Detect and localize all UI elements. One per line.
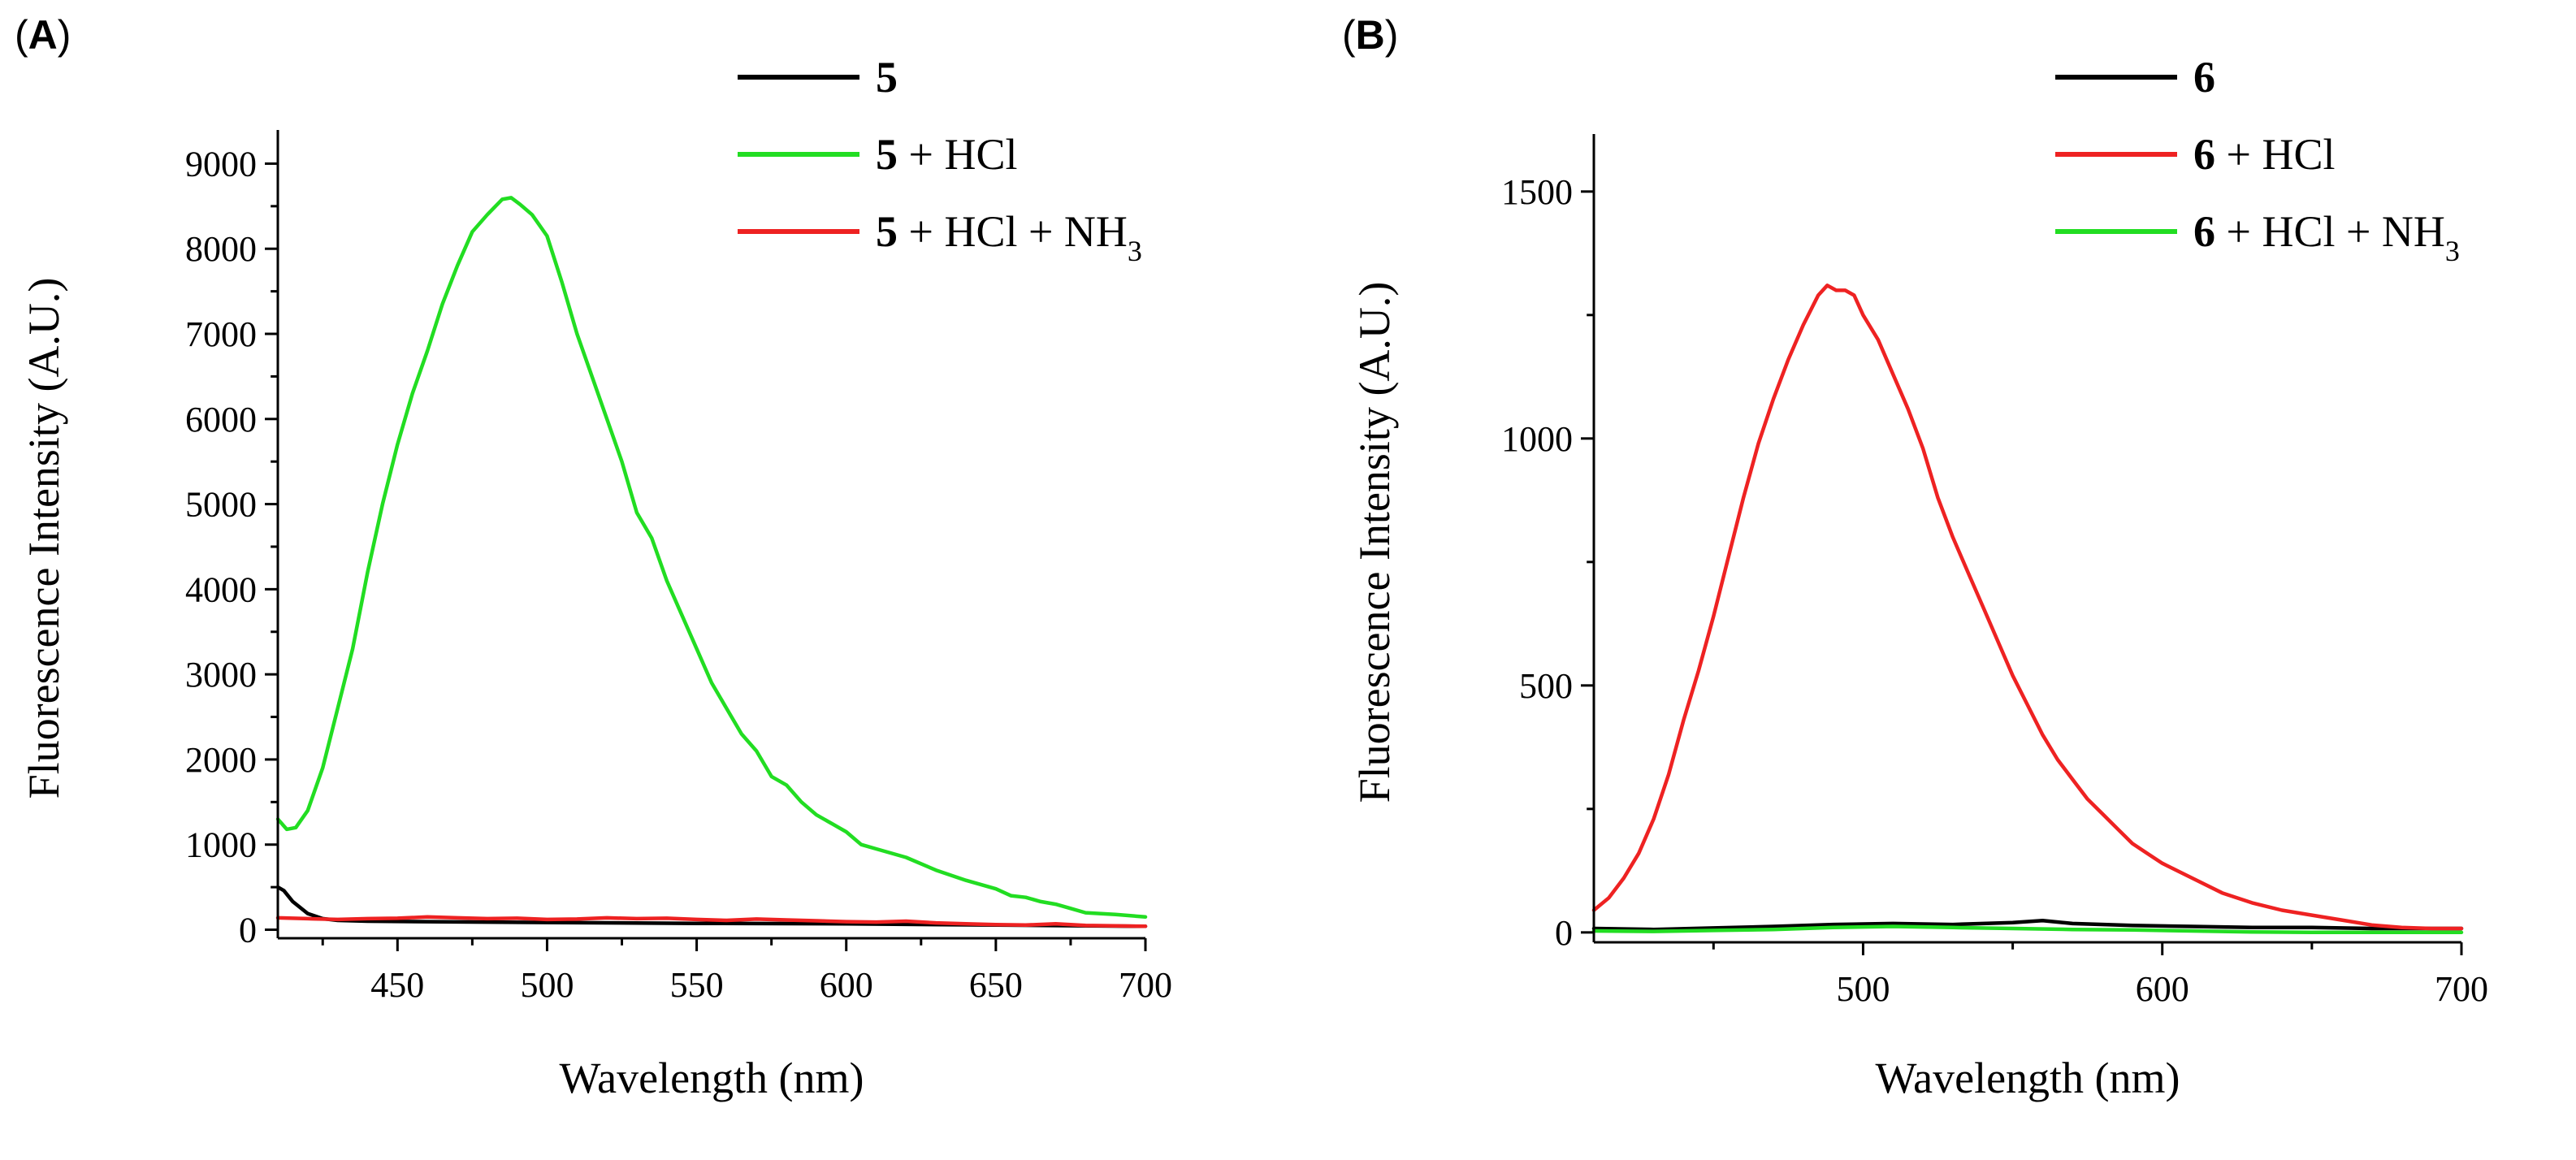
x-axis-title-b: Wavelength (nm) <box>1875 1054 2180 1102</box>
legend-entry-b-2: 6 + HCl + NH3 <box>2193 207 2460 267</box>
y-tick-label-a: 5000 <box>185 485 257 525</box>
x-tick-label-b: 700 <box>2435 969 2488 1009</box>
y-tick-label-b: 0 <box>1555 913 1573 953</box>
panel-label-b: (B) <box>1342 12 1398 58</box>
x-tick-label-a: 450 <box>370 965 424 1005</box>
series-line-b-1 <box>1591 284 2464 931</box>
y-tick-label-b: 1500 <box>1501 172 1573 212</box>
panel-label-a: (A) <box>15 12 71 58</box>
y-tick-label-a: 4000 <box>185 569 257 609</box>
y-tick-label-a: 0 <box>239 911 257 950</box>
y-tick-label-a: 2000 <box>185 740 257 780</box>
series-line-b-0 <box>1591 918 2464 932</box>
y-tick-label-a: 3000 <box>185 655 257 695</box>
x-tick-label-a: 650 <box>969 965 1023 1005</box>
legend-a: 5 5 + HCl 5 + HCl + NH3 <box>738 53 1142 267</box>
series-line-a-0 <box>275 885 1148 928</box>
legend-b: 6 6 + HCl 6 + HCl + NH3 <box>2055 53 2460 267</box>
chart-panel-b: (B) 500 600 700 0 500 1000 1500 Wavelength (nm… <box>1342 12 2488 1102</box>
y-tick-label-b: 500 <box>1519 666 1573 706</box>
legend-entry-a-2: 5 + HCl + NH3 <box>876 207 1142 267</box>
chart-panel-a: (A) 450 500 550 600 650 700010002000300040005… <box>15 12 1172 1102</box>
legend-entry-a-1: 5 + HCl <box>876 130 1017 179</box>
legend-entry-b-1: 6 + HCl <box>2193 130 2335 179</box>
x-tick-label-b: 500 <box>1836 969 1890 1009</box>
x-tick-label-a: 600 <box>820 965 873 1005</box>
y-tick-label-a: 8000 <box>185 229 257 269</box>
plot-area-a: 450 500 550 600 650 7000100020003000400050006… <box>185 130 1172 1005</box>
x-axis-title-a: Wavelength (nm) <box>559 1054 864 1102</box>
plot-area-b: 500 600 700 0 500 1000 1500 <box>1501 134 2488 1009</box>
series-line-a-1 <box>275 196 1148 920</box>
series-line-a-2 <box>275 915 1148 928</box>
x-tick-label-a: 700 <box>1119 965 1172 1005</box>
y-axis-title-a: Fluorescence Intensity (A.U.) <box>19 278 68 799</box>
legend-entry-b-0: 6 <box>2193 53 2215 102</box>
y-tick-label-a: 1000 <box>185 825 257 865</box>
y-tick-label-a: 6000 <box>185 400 257 439</box>
x-tick-label-b: 600 <box>2136 969 2189 1009</box>
legend-entry-a-0: 5 <box>876 53 898 102</box>
x-tick-label-a: 500 <box>520 965 574 1005</box>
series-line-b-2 <box>1591 924 2464 935</box>
y-tick-label-a: 7000 <box>185 314 257 354</box>
y-axis-title-b: Fluorescence Intensity (A.U.) <box>1350 282 1399 803</box>
x-tick-label-a: 550 <box>670 965 724 1005</box>
y-tick-label-a: 9000 <box>185 144 257 184</box>
y-tick-label-b: 1000 <box>1501 419 1573 459</box>
